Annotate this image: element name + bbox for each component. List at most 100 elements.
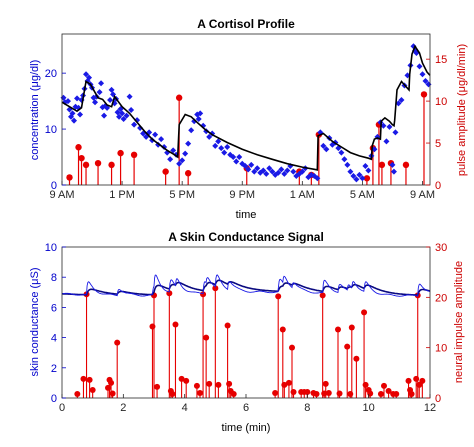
impulse-marker <box>285 379 292 386</box>
data-point <box>254 165 261 172</box>
data-point <box>69 110 76 117</box>
data-point <box>123 112 130 119</box>
left-tick-label: 20 <box>45 68 57 80</box>
impulse-marker <box>86 376 93 383</box>
impulse-marker <box>304 388 311 395</box>
right-tick-label: 10 <box>435 343 447 355</box>
x-tick-label: 9 PM <box>229 189 255 201</box>
pulse-marker <box>378 161 386 169</box>
data-point <box>152 131 159 138</box>
data-point <box>224 143 231 150</box>
data-point <box>131 121 138 128</box>
impulse-marker <box>348 324 355 331</box>
impulse-marker <box>230 390 237 397</box>
impulse-marker <box>172 321 179 328</box>
data-point <box>350 173 357 180</box>
data-point <box>96 89 103 96</box>
impulse-marker <box>200 291 207 298</box>
data-point <box>221 149 228 156</box>
x-tick-label: 1 PM <box>109 189 135 201</box>
data-point <box>195 116 202 123</box>
impulse-marker <box>381 382 387 389</box>
left-tick-label: 4 <box>51 333 57 345</box>
x-tick-label: 9 AM <box>49 189 74 201</box>
data-point <box>320 142 327 149</box>
impulse-marker <box>108 379 115 386</box>
impulse-marker <box>206 380 213 387</box>
impulse-marker <box>215 381 222 388</box>
x-tick-label: 8 <box>304 402 310 414</box>
x-tick-label: 10 <box>363 402 375 414</box>
impulse-marker <box>105 384 111 391</box>
impulse-marker <box>212 285 219 292</box>
impulse-marker <box>347 390 354 397</box>
data-point <box>344 161 351 168</box>
impulse-marker <box>335 326 341 333</box>
right-tick-label: 5 <box>435 138 441 150</box>
right-tick-label: 30 <box>435 242 447 254</box>
left-tick-label: 10 <box>45 124 57 136</box>
pulse-marker <box>108 161 115 169</box>
data-point <box>299 168 306 175</box>
data-point <box>278 166 285 173</box>
data-point <box>182 150 189 157</box>
data-point <box>230 154 237 161</box>
data-point <box>83 71 90 78</box>
data-point <box>206 133 213 140</box>
data-point <box>86 74 93 81</box>
data-point <box>119 110 126 117</box>
data-point <box>371 146 378 153</box>
impulse-marker <box>290 388 297 395</box>
data-point <box>365 167 372 174</box>
data-point <box>362 162 369 169</box>
data-point <box>395 100 402 107</box>
impulse-marker <box>322 380 329 387</box>
right-tick-label: 0 <box>435 393 441 405</box>
data-point <box>386 123 393 130</box>
data-point <box>398 96 405 103</box>
data-point <box>218 145 225 152</box>
data-point <box>176 160 183 167</box>
data-point <box>380 122 387 129</box>
data-point <box>197 110 204 117</box>
pulse-marker <box>78 154 85 162</box>
data-point <box>392 129 399 136</box>
impulse-marker <box>289 344 295 351</box>
impulse-marker <box>197 389 203 396</box>
x-tick-label: 9 AM <box>410 189 435 201</box>
right-tick-label: 20 <box>435 292 447 304</box>
cortisol-x-ticks: 9 AM 1 PM 5 PM 9 PM 1 AM 5 AM 9 AM <box>49 181 435 201</box>
impulse-marker <box>413 375 420 382</box>
data-point <box>419 71 426 78</box>
data-point <box>128 107 135 114</box>
right-tick-label: 0 <box>435 180 441 192</box>
impulse-marker <box>226 380 233 387</box>
data-point <box>347 168 354 175</box>
data-point <box>353 176 360 183</box>
impulse-marker <box>203 334 210 341</box>
data-point <box>236 154 243 161</box>
data-point <box>116 113 123 120</box>
data-point <box>248 161 255 168</box>
cortisol-panel: A Cortisol Profile 9 AM 1 PM 5 PM 9 PM 1 AM 5… <box>29 17 468 221</box>
impulse-marker <box>367 390 374 397</box>
cortisol-model-line <box>61 44 431 171</box>
data-point <box>77 111 84 118</box>
left-tick-label: 0 <box>51 393 57 405</box>
impulse-marker <box>193 382 200 389</box>
left-tick-label: 8 <box>51 272 57 284</box>
pulse-marker <box>420 91 428 98</box>
impulse-marker <box>408 390 415 397</box>
conductance-data-line <box>61 274 431 297</box>
data-point <box>383 138 390 145</box>
skin-conductance-panel: A Skin Conductance Signal 0 2 4 6 8 10 12 0 2 4 6… <box>29 230 465 434</box>
data-point <box>323 146 330 153</box>
impulse-marker <box>344 343 351 350</box>
data-point <box>266 165 273 172</box>
x-tick-label: 12 <box>424 402 436 414</box>
pulse-marker <box>82 161 90 169</box>
conductance-right-label: neural impulse amplitude <box>453 261 465 383</box>
impulse-marker <box>319 292 326 299</box>
conductance-x-label: time (min) <box>222 422 271 434</box>
